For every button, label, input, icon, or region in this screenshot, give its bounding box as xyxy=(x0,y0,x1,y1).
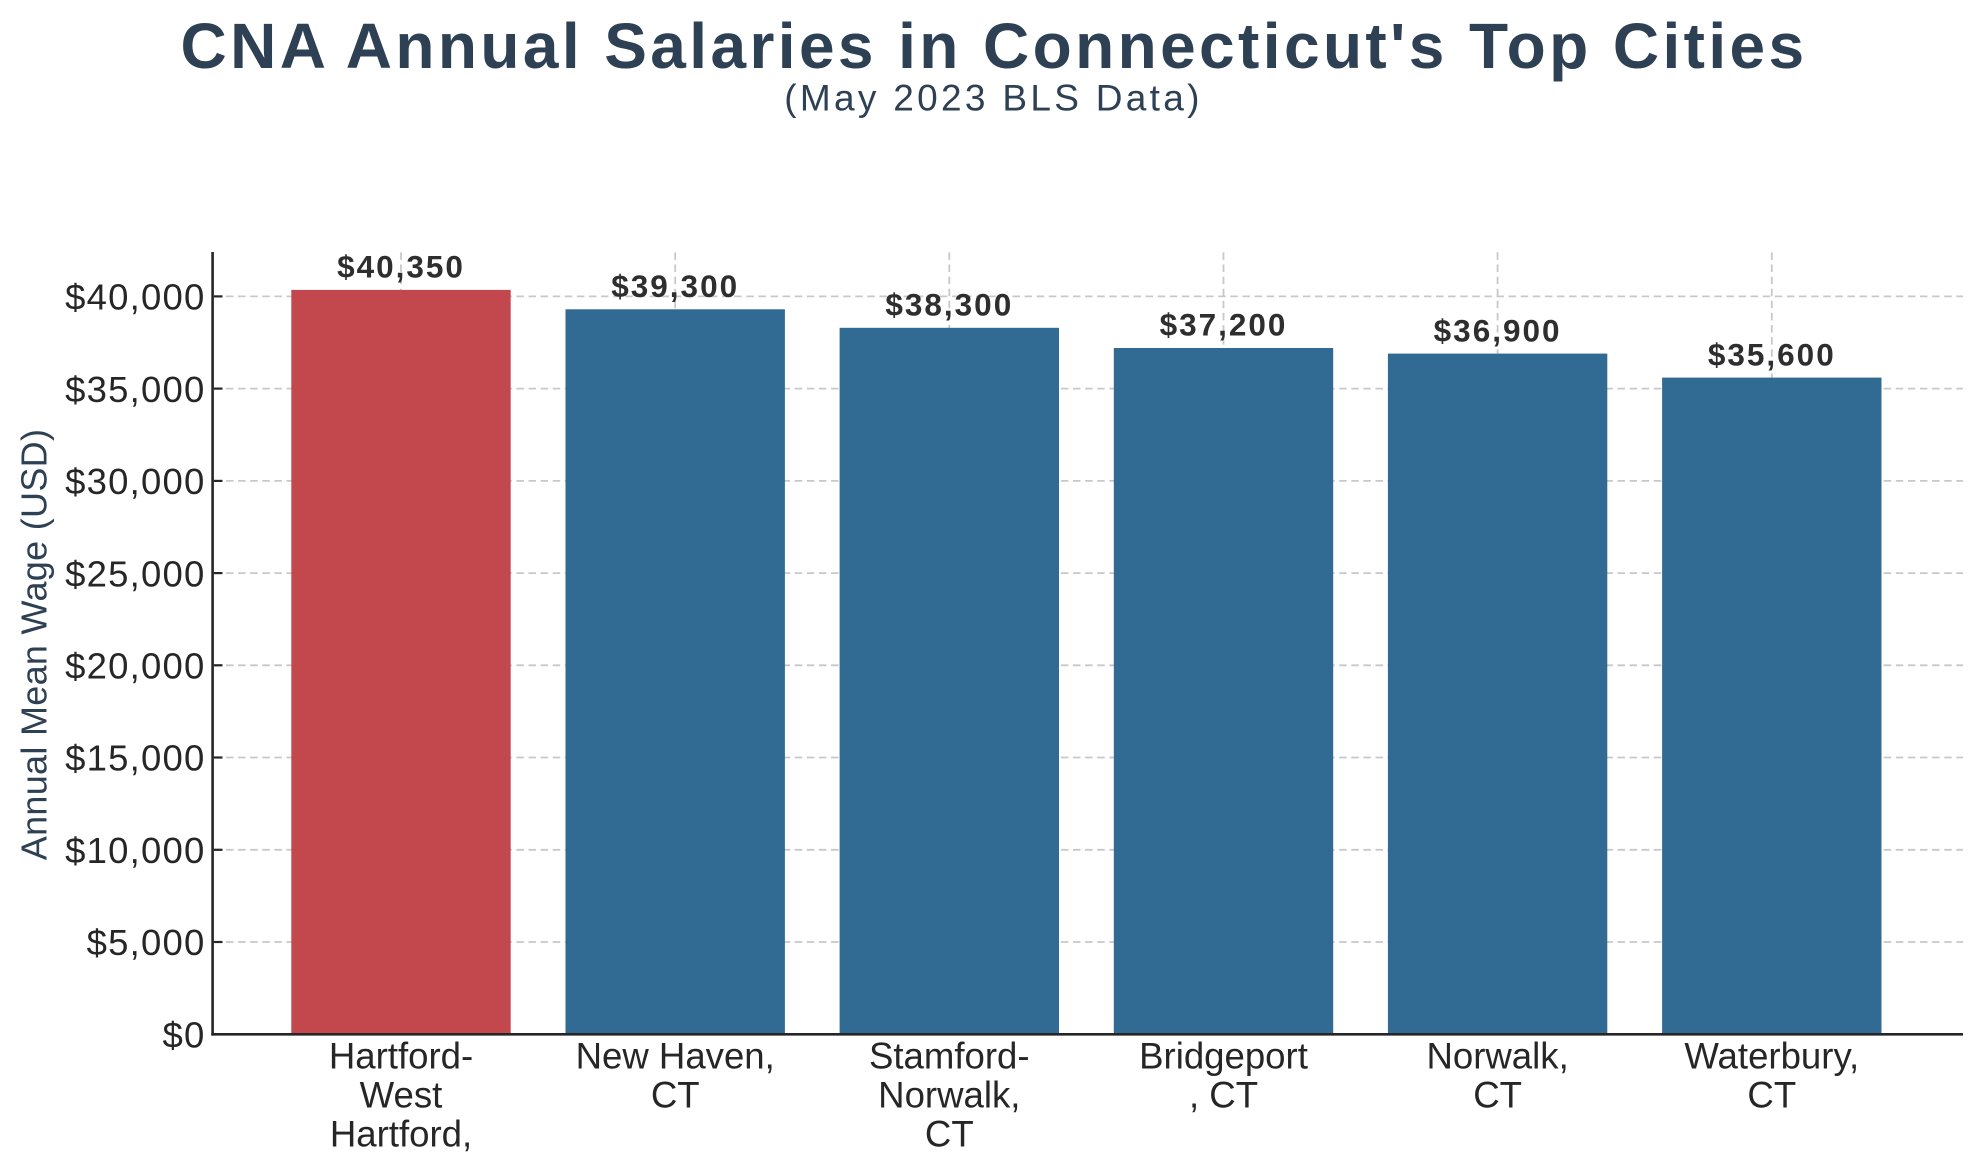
svg-text:Norwalk,: Norwalk, xyxy=(878,1075,1020,1116)
svg-text:$36,900: $36,900 xyxy=(1434,312,1562,348)
svg-text:Waterbury,: Waterbury, xyxy=(1684,1036,1859,1077)
svg-text:$35,600: $35,600 xyxy=(1708,336,1836,372)
svg-text:$35,000: $35,000 xyxy=(65,369,205,410)
svg-text:$10,000: $10,000 xyxy=(65,830,205,871)
svg-text:West: West xyxy=(360,1075,443,1116)
svg-text:$30,000: $30,000 xyxy=(65,461,205,502)
svg-text:Norwalk,: Norwalk, xyxy=(1426,1036,1568,1077)
svg-text:$20,000: $20,000 xyxy=(65,646,205,687)
svg-text:CNA Annual Salaries in Connect: CNA Annual Salaries in Connecticut's Top… xyxy=(180,10,1807,82)
svg-text:New Haven,: New Haven, xyxy=(576,1036,775,1077)
svg-text:, CT: , CT xyxy=(1189,1075,1258,1116)
svg-text:Hartford-: Hartford- xyxy=(329,1036,473,1077)
svg-text:CT: CT xyxy=(1747,1075,1796,1116)
svg-text:$25,000: $25,000 xyxy=(65,553,205,594)
svg-text:Annual Mean Wage (USD): Annual Mean Wage (USD) xyxy=(14,429,55,860)
svg-text:$39,300: $39,300 xyxy=(611,268,739,304)
svg-text:Bridgeport: Bridgeport xyxy=(1139,1036,1308,1077)
svg-text:$37,200: $37,200 xyxy=(1160,307,1288,343)
svg-text:$15,000: $15,000 xyxy=(65,738,205,779)
svg-text:$38,300: $38,300 xyxy=(885,287,1013,323)
svg-text:CT: CT xyxy=(651,1075,700,1116)
svg-text:$40,350: $40,350 xyxy=(337,249,465,285)
svg-text:Hartford,: Hartford, xyxy=(330,1113,472,1154)
svg-text:CT: CT xyxy=(925,1113,974,1154)
svg-text:$40,000: $40,000 xyxy=(65,277,205,318)
svg-text:Stamford-: Stamford- xyxy=(869,1036,1030,1077)
svg-text:CT: CT xyxy=(1473,1075,1522,1116)
svg-text:$5,000: $5,000 xyxy=(87,922,206,963)
svg-text:$0: $0 xyxy=(163,1015,206,1056)
svg-text:(May 2023 BLS Data): (May 2023 BLS Data) xyxy=(784,78,1202,119)
